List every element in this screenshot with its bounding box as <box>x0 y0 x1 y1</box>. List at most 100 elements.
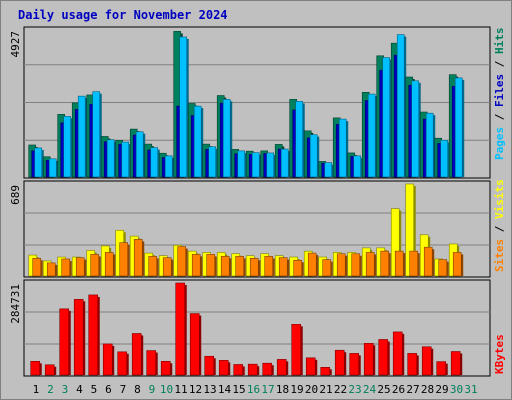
bar-pages-day-25-face <box>382 57 391 178</box>
bar-pages-day-26 <box>396 34 407 178</box>
x-tick-label-day-14: 14 <box>218 383 232 396</box>
bar-sites-day-10-face <box>162 257 172 277</box>
bar-sites-day-13 <box>206 254 217 277</box>
bar-pages-day-6-face <box>106 139 115 178</box>
panel-2-legend-text: KBytes <box>493 334 506 374</box>
bar-pages-day-18-face <box>280 148 289 178</box>
panel-1-legend: Sites / Visits <box>493 179 506 272</box>
bar-sites-day-27 <box>409 250 420 277</box>
bar-pages-day-21 <box>324 162 334 178</box>
bar-sites-day-22 <box>336 253 348 277</box>
bar-kbytes-day-10 <box>160 361 173 376</box>
bar-pages-day-2-face <box>48 158 57 178</box>
bar-sites-day-28-face <box>423 246 433 277</box>
bar-kbytes-day-17-face <box>262 362 273 376</box>
bar-pages-day-24 <box>367 93 378 178</box>
bar-sites-day-8-face <box>133 239 143 277</box>
bar-pages-day-14 <box>222 99 233 178</box>
bar-pages-day-10-face <box>164 155 173 178</box>
bar-sites-day-19 <box>293 259 304 277</box>
legend-separator: / <box>493 219 506 239</box>
chart-title: Daily usage for November 2024 <box>18 8 228 22</box>
legend-files: Files <box>493 74 506 107</box>
bar-pages-day-28 <box>425 112 436 178</box>
bar-pages-day-15-face <box>237 150 246 178</box>
bar-pages-day-22 <box>338 118 349 178</box>
bar-kbytes-day-23 <box>349 353 361 376</box>
bar-pages-day-2 <box>48 158 59 178</box>
x-tick-label-day-5: 5 <box>91 383 98 396</box>
bar-pages-day-6 <box>106 139 117 178</box>
bar-kbytes-day-11-face <box>175 282 186 376</box>
bar-kbytes-day-5 <box>88 294 100 376</box>
bar-kbytes-day-23-face <box>349 353 360 376</box>
legend-separator: / <box>493 54 506 74</box>
bar-sites-day-2 <box>46 262 58 277</box>
bar-sites-day-22-face <box>336 253 346 277</box>
bar-kbytes-day-27 <box>407 353 419 376</box>
panel-1-legend-text: Sites / Visits <box>493 179 506 272</box>
bar-kbytes-day-24-face <box>363 342 374 376</box>
bar-kbytes-day-17 <box>262 362 274 376</box>
bar-kbytes-day-30-face <box>450 351 461 376</box>
bar-kbytes-day-13-face <box>204 355 215 376</box>
legend-hits: Hits <box>493 28 506 55</box>
x-tick-label-day-2: 2 <box>47 383 54 396</box>
bar-sites-day-28 <box>423 246 435 277</box>
bar-sites-day-24 <box>365 252 377 277</box>
bar-pages-day-26-face <box>396 34 405 178</box>
x-tick-label-day-29: 29 <box>435 383 448 396</box>
bar-pages-day-22-face <box>338 118 347 178</box>
bar-sites-day-23-face <box>351 253 361 277</box>
bar-pages-day-11 <box>179 36 189 178</box>
panel-0-legend-text: Pages / Files / Hits <box>493 28 506 161</box>
x-tick-label-day-24: 24 <box>363 383 377 396</box>
bar-sites-day-5 <box>90 254 101 277</box>
bar-pages-day-20 <box>309 134 320 178</box>
bar-pages-day-5-face <box>92 91 101 178</box>
bar-sites-day-30-face <box>452 252 462 277</box>
bar-kbytes-day-14 <box>218 360 231 376</box>
bar-pages-day-20-face <box>309 134 318 178</box>
bar-pages-day-1-face <box>34 147 43 178</box>
bar-sites-day-26-face <box>394 250 404 277</box>
bar-kbytes-day-25 <box>378 339 390 376</box>
bar-sites-day-20-face <box>307 252 317 277</box>
bar-pages-day-3-face <box>63 116 72 178</box>
x-tick-label-day-4: 4 <box>76 383 83 396</box>
bar-kbytes-day-13 <box>204 355 216 376</box>
bar-sites-day-11 <box>177 246 188 277</box>
legend-sites: Sites <box>493 239 506 272</box>
bar-sites-day-6-face <box>104 252 114 277</box>
bar-sites-day-25 <box>380 250 391 277</box>
bar-sites-day-9-face <box>148 256 158 277</box>
x-tick-label-day-23: 23 <box>348 383 361 396</box>
panel-1-max-label: 689 <box>9 185 22 205</box>
bar-pages-day-23-face <box>353 155 362 178</box>
x-tick-label-day-31: 31 <box>464 383 477 396</box>
bar-sites-day-18-face <box>278 257 288 277</box>
bar-sites-day-9 <box>148 256 159 277</box>
panel-2-max-label: 284731 <box>9 284 22 324</box>
bar-pages-day-12-face <box>193 105 202 178</box>
bar-pages-day-27-face <box>411 80 420 178</box>
bar-kbytes-day-7-face <box>117 351 128 376</box>
bar-pages-day-5 <box>92 91 102 178</box>
bar-sites-day-16 <box>249 258 261 277</box>
bar-pages-day-8 <box>135 131 146 178</box>
x-tick-label-day-21: 21 <box>319 383 332 396</box>
legend-visits: Visits <box>493 179 506 219</box>
bar-pages-day-30 <box>454 77 465 178</box>
bar-pages-day-15 <box>237 150 247 178</box>
bar-pages-day-7-face <box>121 141 130 178</box>
bar-pages-day-29-face <box>440 139 449 178</box>
bar-kbytes-day-14-face <box>218 360 229 376</box>
legend-pages: Pages <box>493 127 506 160</box>
bar-kbytes-day-10-face <box>160 361 171 376</box>
bar-kbytes-day-6 <box>102 343 115 376</box>
bar-sites-day-15 <box>235 256 246 277</box>
bar-sites-day-1-face <box>32 258 42 277</box>
bar-kbytes-day-29-face <box>436 361 447 376</box>
x-tick-label-day-12: 12 <box>189 383 202 396</box>
